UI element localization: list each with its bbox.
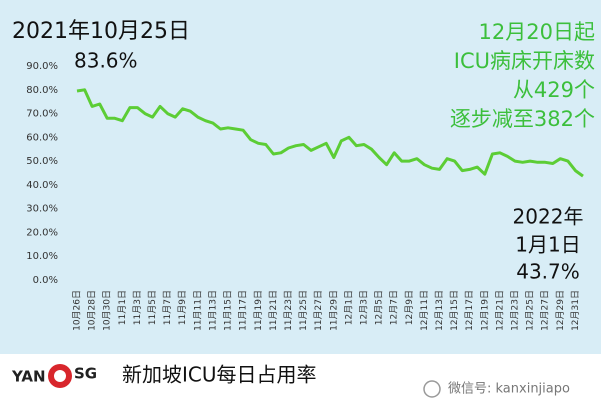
footer-band	[0, 354, 601, 415]
x-tick-label: 12月27日	[540, 290, 551, 331]
x-tick-label: 11月19日	[253, 290, 264, 331]
y-tick-label: 90.0%	[26, 61, 58, 72]
x-tick-label: 12月15日	[449, 290, 460, 331]
x-tick-label: 12月21日	[494, 290, 505, 331]
x-tick-label: 12月13日	[434, 290, 445, 331]
annotation: 从429个	[513, 78, 595, 102]
x-tick-label: 11月9日	[177, 290, 188, 325]
x-tick-label: 12月11日	[419, 290, 430, 331]
y-tick-label: 10.0%	[26, 251, 58, 262]
annotation: 12月20日起	[479, 20, 595, 44]
x-tick-label: 11月5日	[147, 290, 158, 325]
annotation: ICU病床开床数	[454, 49, 595, 73]
x-tick-label: 12月9日	[404, 290, 415, 325]
x-tick-label: 12月31日	[570, 290, 581, 331]
x-tick-label: 10月28日	[87, 290, 98, 331]
x-tick-label: 12月3日	[358, 290, 369, 325]
wechat-icon	[423, 380, 441, 398]
x-tick-label: 11月3日	[132, 290, 143, 325]
annotation: 2021年10月25日	[12, 19, 190, 44]
x-tick-label: 11月17日	[238, 290, 249, 331]
x-tick-label: 12月1日	[343, 290, 354, 325]
annotation: 1月1日	[515, 233, 580, 257]
x-tick-label: 10月26日	[72, 290, 83, 331]
x-tick-label: 11月7日	[162, 290, 173, 325]
x-tick-label: 11月23日	[283, 290, 294, 331]
x-tick-label: 11月15日	[223, 290, 234, 331]
x-tick-label: 12月7日	[389, 290, 400, 325]
y-tick-label: 40.0%	[26, 180, 58, 191]
x-tick-label: 12月19日	[479, 290, 490, 331]
x-tick-label: 11月11日	[192, 290, 203, 331]
source: 微信号: kanxinjiapo	[448, 382, 570, 397]
x-tick-label: 11月13日	[207, 290, 218, 331]
x-tick-label: 11月25日	[298, 290, 309, 331]
x-tick-label: 11月29日	[328, 290, 339, 331]
x-tick-label: 12月25日	[525, 290, 536, 331]
y-tick-label: 70.0%	[26, 109, 58, 120]
logo-text: SG	[74, 365, 97, 383]
x-tick-label: 12月5日	[374, 290, 385, 325]
x-tick-label: 12月29日	[555, 290, 566, 331]
annotation: 逐步减至382个	[450, 107, 595, 131]
y-tick-label: 80.0%	[26, 85, 58, 96]
data-line	[76, 88, 584, 178]
x-tick-label: 12月17日	[464, 290, 475, 331]
chart-title: 新加坡ICU每日占用率	[122, 363, 317, 387]
logo-text: YAN	[11, 368, 46, 386]
y-tick-label: 50.0%	[26, 156, 58, 167]
annotation: 83.6%	[74, 49, 138, 73]
y-tick-label: 60.0%	[26, 132, 58, 143]
x-tick-label: 11月21日	[268, 290, 279, 331]
x-tick-label: 12月23日	[510, 290, 521, 331]
y-tick-label: 30.0%	[26, 204, 58, 215]
y-tick-label: 0.0%	[33, 275, 58, 286]
annotation: 43.7%	[516, 260, 580, 284]
y-tick-label: 20.0%	[26, 227, 58, 238]
annotation: 2022年	[513, 205, 584, 229]
logo-icon-inner	[54, 370, 66, 382]
x-tick-label: 11月1日	[117, 290, 128, 325]
x-tick-label: 10月30日	[102, 290, 113, 331]
x-tick-label: 11月27日	[313, 290, 324, 331]
